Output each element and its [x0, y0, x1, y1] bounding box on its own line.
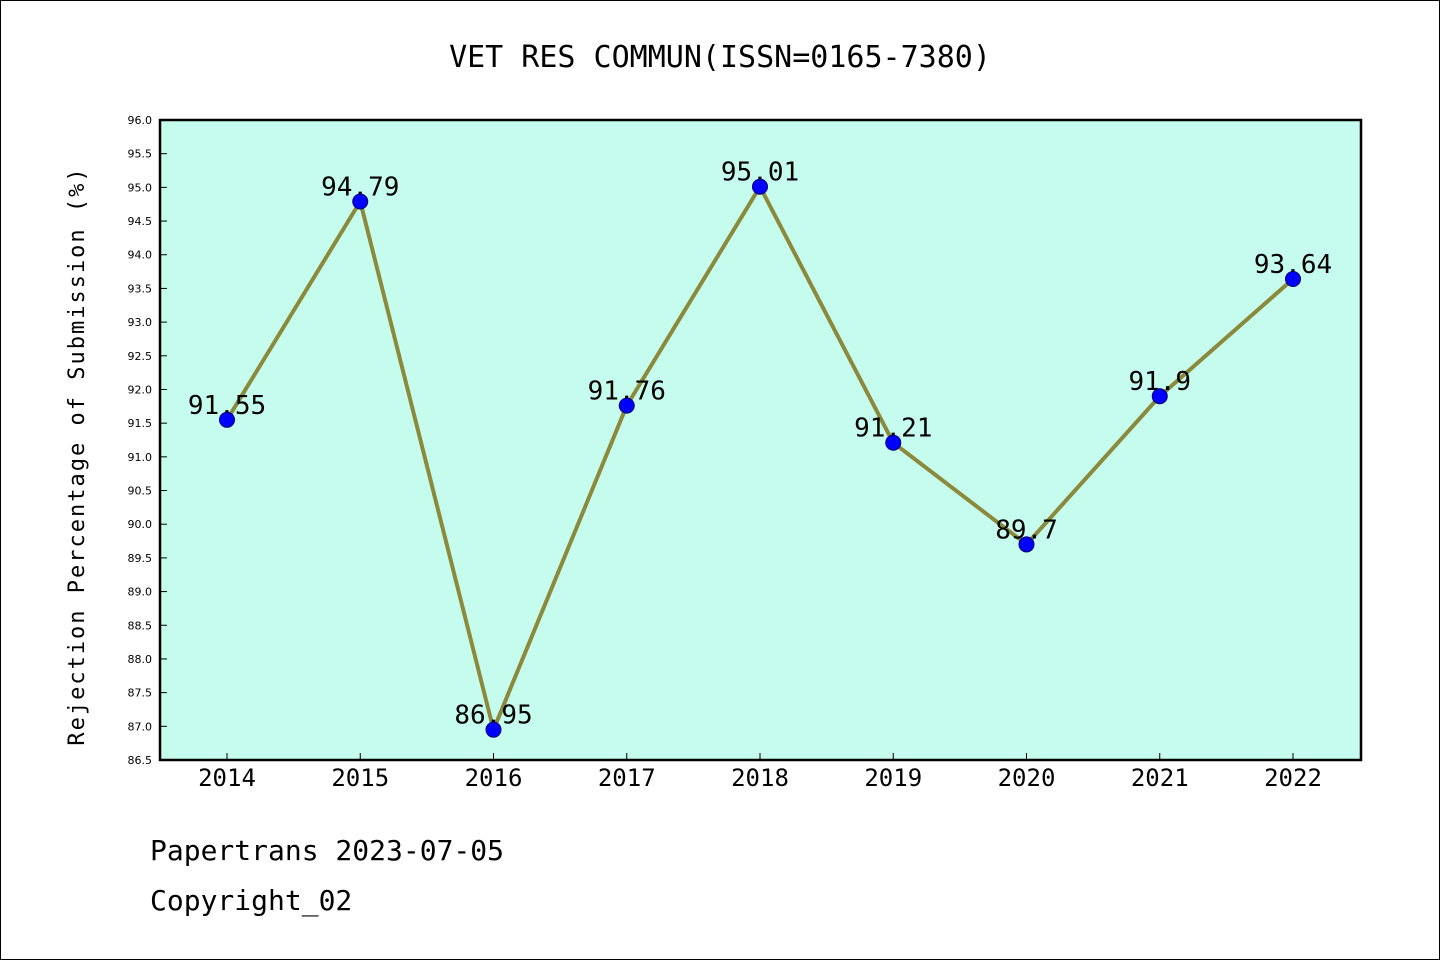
x-tick-label: 2020	[998, 764, 1056, 792]
x-tick-label: 2015	[331, 764, 389, 792]
y-tick-label: 89.0	[128, 586, 153, 599]
y-tick-label: 86.5	[128, 754, 153, 767]
data-point	[885, 434, 902, 451]
series-markers	[219, 178, 1301, 738]
x-tick-label: 2021	[1131, 764, 1189, 792]
x-axis-ticks: 2014 2015 2016 2017 2018 2019 2020 2021 2022	[198, 753, 1322, 792]
y-tick-label: 88.5	[128, 619, 153, 632]
data-point	[618, 397, 635, 414]
x-tick-label: 2014	[198, 764, 256, 792]
x-tick-label: 2018	[731, 764, 789, 792]
y-axis-label: Rejection Percentage of Submission (%)	[65, 166, 90, 745]
x-tick-label: 2019	[864, 764, 922, 792]
footer-date: Papertrans 2023-07-05	[150, 834, 505, 867]
data-point	[1285, 270, 1301, 287]
y-tick-label: 91.0	[128, 451, 153, 464]
y-tick-label: 93.5	[128, 282, 153, 295]
data-point	[485, 721, 502, 738]
y-tick-label: 95.0	[128, 181, 153, 194]
y-axis-ticks: 86.5 87.0 87.5 88.0 88.5 89.0 89.5 90.0 90.5 91.0…	[128, 114, 167, 767]
data-point	[1018, 536, 1035, 553]
y-tick-label: 90.5	[128, 485, 153, 498]
chart-title: VET RES COMMUN(ISSN=0165-7380)	[449, 40, 991, 75]
plot-area	[160, 120, 1361, 760]
y-tick-label: 87.5	[128, 687, 153, 700]
data-point	[219, 411, 235, 428]
footer-copyright: Copyright_02	[150, 884, 353, 917]
x-tick-label: 2016	[465, 764, 523, 792]
data-labels: 91.5594.7986.9591.7695.0191.2189.791.993…	[188, 158, 1332, 731]
x-tick-label: 2022	[1264, 764, 1322, 792]
plot-border	[158, 118, 1363, 762]
y-tick-label: 92.5	[128, 350, 153, 363]
y-tick-label: 96.0	[128, 114, 153, 127]
y-tick-label: 94.0	[128, 249, 153, 262]
y-tick-label: 93.0	[128, 316, 153, 329]
y-tick-label: 87.0	[128, 720, 153, 733]
y-tick-label: 95.5	[128, 148, 153, 161]
y-tick-label: 88.0	[128, 653, 153, 666]
data-point	[752, 178, 768, 195]
y-tick-label: 89.5	[128, 552, 153, 565]
y-tick-label: 91.5	[128, 417, 153, 430]
y-tick-label: 94.5	[128, 215, 153, 228]
data-point	[1151, 388, 1168, 405]
y-tick-label: 92.0	[128, 383, 153, 396]
x-tick-label: 2017	[598, 764, 656, 792]
data-point	[352, 193, 369, 210]
y-tick-label: 90.0	[128, 518, 153, 531]
